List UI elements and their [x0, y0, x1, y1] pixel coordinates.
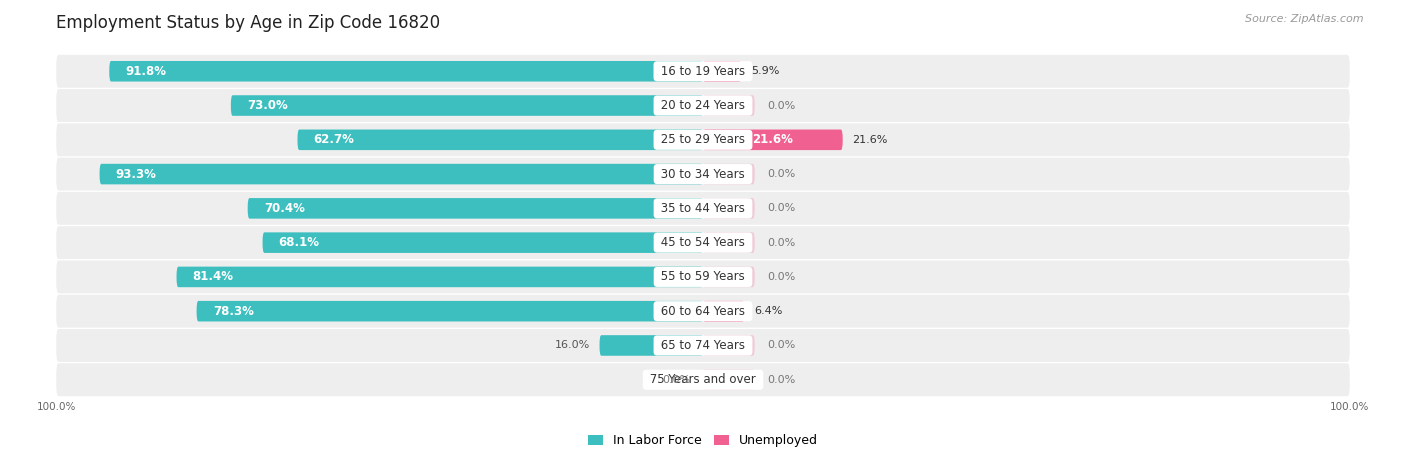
FancyBboxPatch shape	[56, 329, 1350, 362]
Text: 45 to 54 Years: 45 to 54 Years	[657, 236, 749, 249]
FancyBboxPatch shape	[197, 301, 703, 322]
FancyBboxPatch shape	[703, 301, 744, 322]
Text: 0.0%: 0.0%	[768, 238, 796, 248]
FancyBboxPatch shape	[298, 129, 703, 150]
Text: 21.6%: 21.6%	[752, 133, 793, 146]
Text: 35 to 44 Years: 35 to 44 Years	[657, 202, 749, 215]
FancyBboxPatch shape	[263, 232, 703, 253]
FancyBboxPatch shape	[56, 226, 1350, 259]
FancyBboxPatch shape	[56, 158, 1350, 190]
Text: 0.0%: 0.0%	[768, 169, 796, 179]
FancyBboxPatch shape	[110, 61, 703, 82]
FancyBboxPatch shape	[703, 129, 842, 150]
FancyBboxPatch shape	[177, 267, 703, 287]
Text: 6.4%: 6.4%	[754, 306, 783, 316]
Text: 0.0%: 0.0%	[768, 203, 796, 213]
Text: 55 to 59 Years: 55 to 59 Years	[657, 271, 749, 283]
FancyBboxPatch shape	[247, 198, 703, 219]
FancyBboxPatch shape	[56, 192, 1350, 225]
Text: 5.9%: 5.9%	[751, 66, 779, 76]
Text: 30 to 34 Years: 30 to 34 Years	[657, 168, 749, 180]
FancyBboxPatch shape	[703, 164, 755, 184]
Text: 75 Years and over: 75 Years and over	[647, 373, 759, 386]
FancyBboxPatch shape	[56, 124, 1350, 156]
Text: 16.0%: 16.0%	[554, 341, 591, 350]
Text: 62.7%: 62.7%	[314, 133, 354, 146]
Text: 0.0%: 0.0%	[662, 375, 690, 385]
Text: 20 to 24 Years: 20 to 24 Years	[657, 99, 749, 112]
FancyBboxPatch shape	[599, 335, 703, 356]
FancyBboxPatch shape	[231, 95, 703, 116]
Text: 0.0%: 0.0%	[768, 375, 796, 385]
Text: 91.8%: 91.8%	[125, 65, 166, 78]
FancyBboxPatch shape	[56, 364, 1350, 396]
Text: 78.3%: 78.3%	[212, 305, 253, 318]
Text: 16 to 19 Years: 16 to 19 Years	[657, 65, 749, 78]
Text: 93.3%: 93.3%	[115, 168, 156, 180]
FancyBboxPatch shape	[703, 369, 755, 390]
FancyBboxPatch shape	[703, 267, 755, 287]
Text: 0.0%: 0.0%	[768, 341, 796, 350]
Text: 0.0%: 0.0%	[768, 101, 796, 110]
FancyBboxPatch shape	[56, 261, 1350, 293]
Text: 70.4%: 70.4%	[264, 202, 305, 215]
Text: 68.1%: 68.1%	[278, 236, 319, 249]
FancyBboxPatch shape	[703, 232, 755, 253]
FancyBboxPatch shape	[703, 61, 741, 82]
FancyBboxPatch shape	[56, 295, 1350, 327]
FancyBboxPatch shape	[56, 89, 1350, 122]
FancyBboxPatch shape	[703, 198, 755, 219]
Text: Source: ZipAtlas.com: Source: ZipAtlas.com	[1246, 14, 1364, 23]
Legend: In Labor Force, Unemployed: In Labor Force, Unemployed	[583, 429, 823, 451]
Text: 65 to 74 Years: 65 to 74 Years	[657, 339, 749, 352]
FancyBboxPatch shape	[703, 335, 755, 356]
Text: 60 to 64 Years: 60 to 64 Years	[657, 305, 749, 318]
Text: 25 to 29 Years: 25 to 29 Years	[657, 133, 749, 146]
FancyBboxPatch shape	[56, 55, 1350, 87]
Text: Employment Status by Age in Zip Code 16820: Employment Status by Age in Zip Code 168…	[56, 14, 440, 32]
Text: 21.6%: 21.6%	[852, 135, 887, 145]
Text: 81.4%: 81.4%	[193, 271, 233, 283]
Text: 0.0%: 0.0%	[768, 272, 796, 282]
Text: 73.0%: 73.0%	[247, 99, 288, 112]
FancyBboxPatch shape	[100, 164, 703, 184]
FancyBboxPatch shape	[703, 95, 755, 116]
